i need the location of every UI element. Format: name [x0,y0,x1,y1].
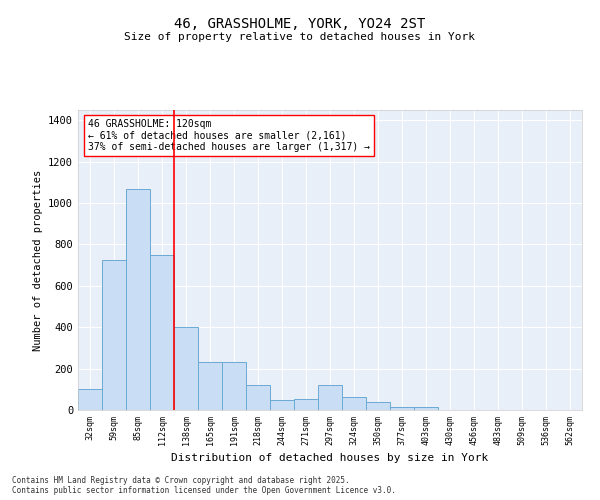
Bar [78,390,102,410]
Bar [198,362,222,410]
Text: 46 GRASSHOLME: 120sqm
← 61% of detached houses are smaller (2,161)
37% of semi-d: 46 GRASSHOLME: 120sqm ← 61% of detached … [88,119,370,152]
Bar [126,188,150,410]
Bar [414,407,438,410]
Text: Contains HM Land Registry data © Crown copyright and database right 2025.: Contains HM Land Registry data © Crown c… [12,476,350,485]
Bar [342,396,366,410]
Bar [150,255,174,410]
X-axis label: Distribution of detached houses by size in York: Distribution of detached houses by size … [172,453,488,463]
Bar [174,327,198,410]
Text: Contains public sector information licensed under the Open Government Licence v3: Contains public sector information licen… [12,486,396,495]
Y-axis label: Number of detached properties: Number of detached properties [32,170,43,350]
Bar [246,385,270,410]
Bar [390,407,414,410]
Text: Size of property relative to detached houses in York: Size of property relative to detached ho… [125,32,476,42]
Bar [366,402,390,410]
Bar [102,260,126,410]
Bar [222,362,246,410]
Bar [270,400,294,410]
Bar [294,398,318,410]
Text: 46, GRASSHOLME, YORK, YO24 2ST: 46, GRASSHOLME, YORK, YO24 2ST [175,18,425,32]
Bar [318,385,342,410]
